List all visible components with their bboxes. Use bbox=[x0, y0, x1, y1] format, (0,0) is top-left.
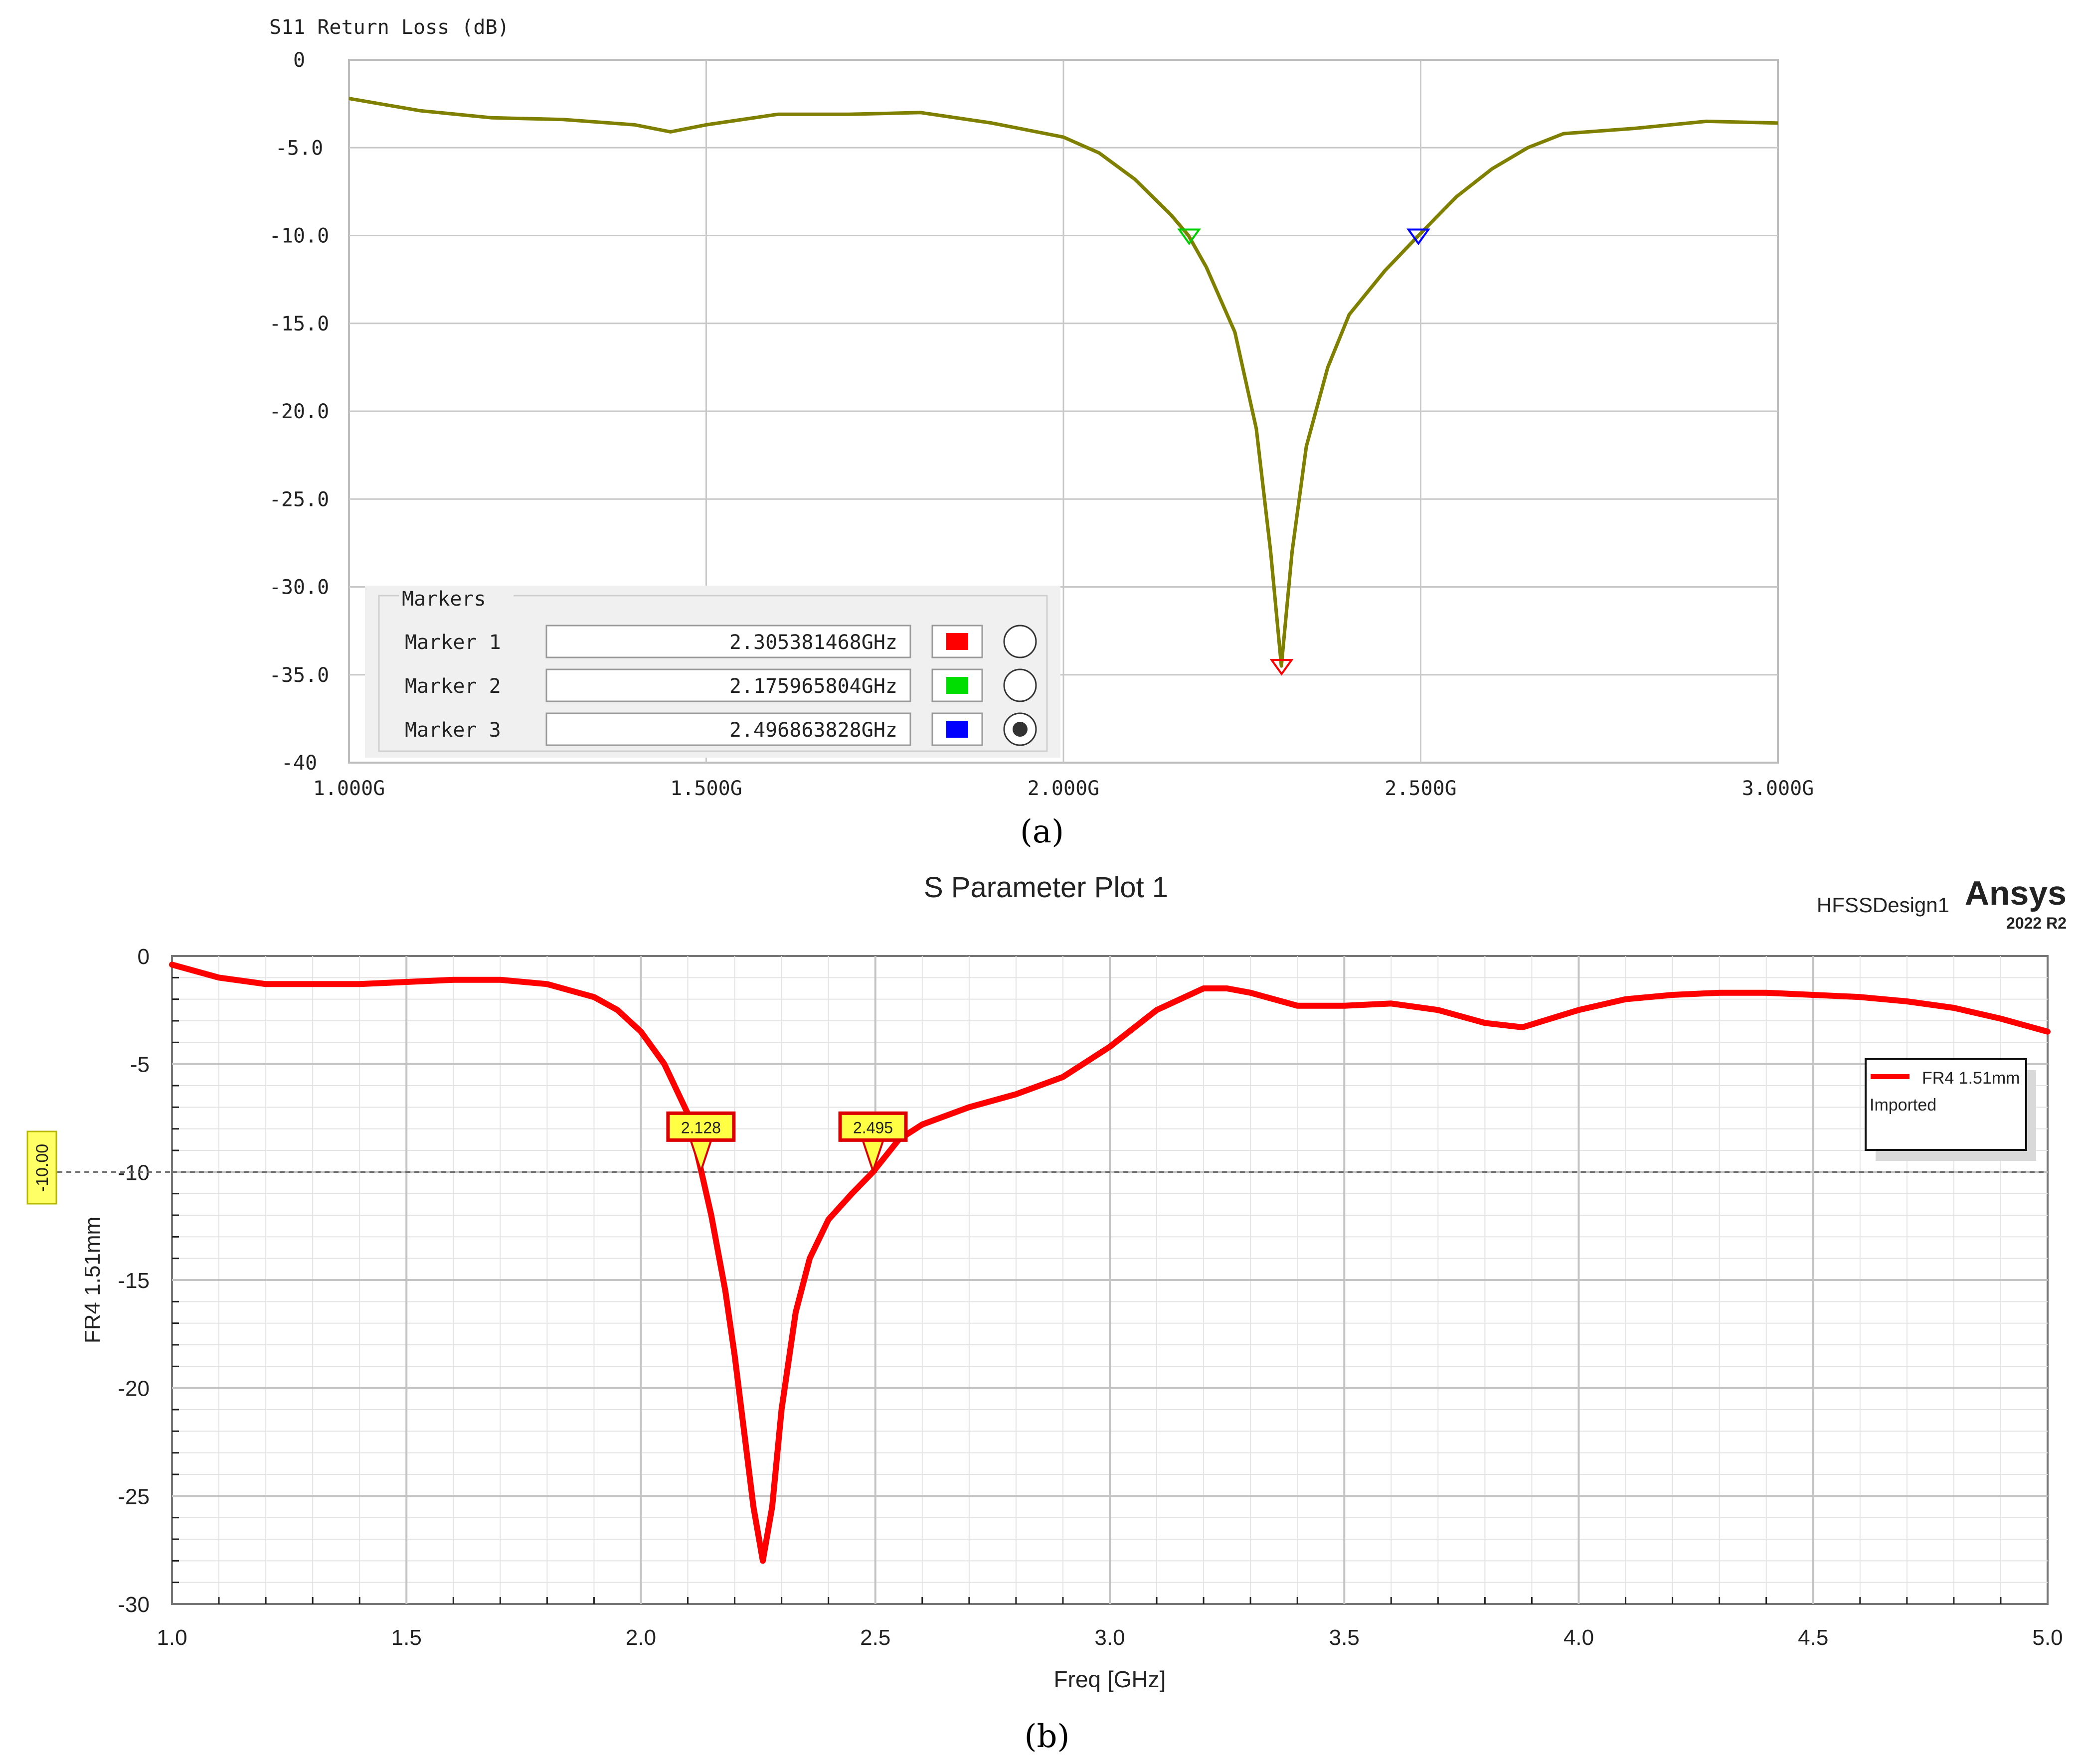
marker-legend-frame bbox=[378, 595, 1048, 752]
panel-a-x-ticks: 1.000G 1.500G 2.000G 2.500G 3.000G bbox=[313, 777, 1814, 800]
marker-flag-2: 2.495 bbox=[838, 1111, 908, 1174]
marker-triangle-3 bbox=[1406, 228, 1430, 245]
marker-radio[interactable] bbox=[1003, 625, 1037, 658]
panel-b-chart: S Parameter Plot 1 HFSSDesign1 Ansys 202… bbox=[26, 871, 2067, 1755]
ansys-logo: Ansys bbox=[1965, 874, 2067, 912]
marker-label: Marker 2 bbox=[405, 675, 501, 698]
marker-radio[interactable] bbox=[1003, 668, 1037, 702]
x-tick-label: 5.0 bbox=[2032, 1625, 2063, 1650]
y-tick-label: -5.0 bbox=[275, 137, 323, 160]
y-tick-label: -30 bbox=[118, 1593, 150, 1617]
design-name: HFSSDesign1 bbox=[1817, 893, 1949, 917]
marker-row-2: Marker 2 2.175965804GHz bbox=[405, 668, 1037, 702]
x-tick-label: 1.500G bbox=[670, 777, 742, 800]
panel-b-title: S Parameter Plot 1 bbox=[924, 871, 1168, 904]
marker-value: 2.496863828GHz bbox=[729, 719, 897, 742]
marker-color-fill bbox=[946, 633, 968, 650]
panel-b-markers: 2.128 2.495 bbox=[666, 1111, 908, 1174]
panel-b-caption: (b) bbox=[1025, 1718, 1070, 1755]
marker-row-1: Marker 1 2.305381468GHz bbox=[405, 625, 1037, 658]
panel-a-series bbox=[348, 97, 1778, 668]
panel-b-legend: FR4 1.51mm Imported bbox=[1865, 1058, 2036, 1161]
y-tick-label: -15 bbox=[118, 1269, 150, 1293]
panel-a-caption: (a) bbox=[1020, 813, 1064, 850]
y-tick-label: -25 bbox=[118, 1484, 150, 1509]
series-line-s11 bbox=[348, 97, 1778, 668]
ansys-version: 2022 R2 bbox=[2006, 914, 2067, 932]
y-tick-label: -10.0 bbox=[269, 225, 329, 248]
marker-value-field[interactable] bbox=[545, 712, 911, 746]
x-tick-label: 2.500G bbox=[1385, 777, 1457, 800]
y-tick-label: -30.0 bbox=[269, 576, 329, 599]
marker-row-3: Marker 3 2.496863828GHz bbox=[405, 712, 1037, 746]
marker-flag-box bbox=[838, 1111, 908, 1142]
panel-b-grid bbox=[172, 956, 2048, 1604]
x-tick-label: 4.0 bbox=[1563, 1625, 1594, 1650]
x-tick-label: 3.5 bbox=[1329, 1625, 1360, 1650]
panel-b-x-axis-label: Freq [GHz] bbox=[1054, 1666, 1166, 1692]
panel-b-x-ticks: 1.0 1.5 2.0 2.5 3.0 3.5 4.0 4.5 5.0 bbox=[157, 1625, 2063, 1650]
marker-legend: Markers Marker 1 2.305381468GHz Marker 2… bbox=[365, 586, 1060, 758]
x-tick-label: 2.000G bbox=[1028, 777, 1100, 800]
marker-color-fill bbox=[946, 721, 968, 738]
marker-flag-box bbox=[666, 1111, 736, 1142]
marker-color-fill bbox=[946, 677, 968, 694]
x-tick-label: 1.000G bbox=[313, 777, 385, 800]
marker-legend-title: Markers bbox=[402, 588, 486, 611]
x-tick-label: 2.5 bbox=[860, 1625, 890, 1650]
marker-value: 2.305381468GHz bbox=[729, 631, 897, 654]
marker-label: Marker 1 bbox=[405, 631, 501, 654]
panel-b-y-ticks: 0-5-10-15-20-25-30 bbox=[118, 945, 150, 1617]
marker-flag-1: 2.128 bbox=[666, 1111, 736, 1174]
y-tick-label: -40 bbox=[281, 752, 317, 775]
x-tick-label: 2.0 bbox=[626, 1625, 656, 1650]
y-tick-label: 0 bbox=[138, 945, 150, 969]
marker-label: Marker 3 bbox=[405, 719, 501, 742]
panel-a-markers bbox=[1177, 228, 1430, 676]
reference-line-tag[interactable]: -10.00 bbox=[26, 1130, 57, 1205]
marker-triangle-2 bbox=[1177, 228, 1202, 245]
x-tick-label: 1.0 bbox=[157, 1625, 187, 1650]
x-tick-label: 3.0 bbox=[1094, 1625, 1125, 1650]
marker-value-label: 2.128 bbox=[681, 1119, 721, 1136]
reference-line-label: -10.00 bbox=[33, 1144, 52, 1192]
marker-value: 2.175965804GHz bbox=[729, 675, 897, 698]
x-tick-label: 1.5 bbox=[391, 1625, 422, 1650]
y-tick-label: -15.0 bbox=[269, 313, 329, 335]
y-tick-label: -20.0 bbox=[269, 400, 329, 423]
panel-b-y-axis-label: FR4 1.51mm bbox=[80, 1217, 105, 1343]
y-tick-label: -5 bbox=[130, 1053, 150, 1077]
legend-series-sublabel: Imported bbox=[1870, 1096, 1936, 1115]
x-tick-label: 4.5 bbox=[1798, 1625, 1828, 1650]
y-tick-label: 0 bbox=[293, 49, 305, 72]
marker-triangle-1 bbox=[1269, 659, 1294, 676]
marker-value-field[interactable] bbox=[545, 625, 911, 658]
panel-a-y-ticks: 0 -5.0 -10.0 -15.0 -20.0 -25.0 -30.0 -35.0 -40 bbox=[269, 49, 329, 775]
panel-a-chart: S11 Return Loss (dB) 0 -5.0 -10.0 -15.0 -20.… bbox=[269, 16, 1814, 850]
legend-series-label: FR4 1.51mm bbox=[1922, 1069, 2020, 1088]
y-tick-label: -35.0 bbox=[269, 664, 329, 687]
y-tick-label: -20 bbox=[118, 1377, 150, 1401]
x-tick-label: 3.000G bbox=[1742, 777, 1814, 800]
marker-radio-dot bbox=[1013, 722, 1028, 737]
marker-value-label: 2.495 bbox=[853, 1119, 893, 1136]
marker-value-field[interactable] bbox=[545, 668, 911, 702]
y-tick-label: -25.0 bbox=[269, 488, 329, 511]
panel-a-title: S11 Return Loss (dB) bbox=[269, 16, 510, 39]
